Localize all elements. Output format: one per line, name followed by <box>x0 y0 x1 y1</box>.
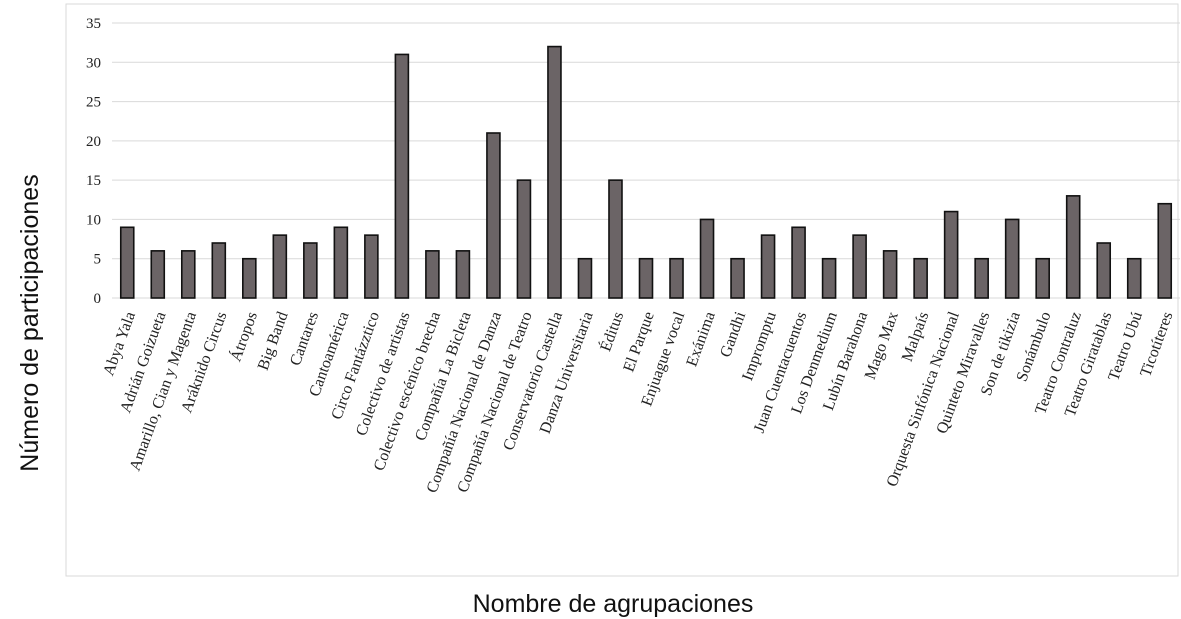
bar <box>303 242 318 299</box>
x-tick-label: Big Band <box>255 310 292 373</box>
bar <box>608 179 623 299</box>
bar <box>394 53 410 299</box>
x-tick-label: Malpaís <box>899 310 933 364</box>
bar <box>974 257 989 299</box>
y-tick-label: 25 <box>86 95 101 111</box>
x-tick-label: Éditus <box>595 309 627 354</box>
bar <box>852 234 867 299</box>
bar <box>333 226 349 299</box>
bar <box>577 257 593 299</box>
bar <box>1035 257 1050 299</box>
x-tick-label: Exánima <box>683 310 718 369</box>
bar <box>1004 218 1020 299</box>
bar <box>1157 202 1173 299</box>
bar <box>760 234 776 299</box>
bar <box>516 179 532 299</box>
bar <box>821 257 837 299</box>
y-tick-label: 30 <box>86 55 101 71</box>
bar <box>425 250 440 299</box>
y-axis-ticks: 0 5 10 15 20 25 30 35 <box>86 16 101 307</box>
y-tick-label: 5 <box>94 252 102 268</box>
bar <box>242 257 257 299</box>
y-tick-label: 10 <box>86 212 101 228</box>
bar <box>180 250 196 299</box>
x-axis-title: Nombre de agrupaciones <box>473 590 754 618</box>
bar <box>669 257 684 299</box>
y-axis-title: Número de participaciones <box>16 174 44 471</box>
bar <box>486 132 501 299</box>
bar <box>730 257 745 299</box>
bar <box>1065 195 1081 299</box>
bar <box>913 257 928 299</box>
x-tick-label: Gandhi <box>717 309 749 360</box>
bar <box>882 250 898 299</box>
bar <box>791 226 806 299</box>
bar <box>1096 242 1112 299</box>
bar <box>699 218 715 299</box>
y-tick-label: 15 <box>86 173 101 189</box>
bar <box>1126 257 1142 299</box>
chart-frame <box>65 3 1179 577</box>
bar <box>638 257 654 299</box>
y-tick-label: 0 <box>94 291 102 307</box>
bar <box>455 250 471 299</box>
bar <box>943 210 959 299</box>
x-tick-label: Cantares <box>287 310 322 368</box>
bar <box>364 234 379 299</box>
bar <box>150 250 166 299</box>
y-tick-label: 35 <box>86 16 101 32</box>
bar <box>211 242 227 299</box>
bar <box>119 226 135 299</box>
gridlines <box>112 22 1180 299</box>
x-tick-label: Átropos <box>226 309 261 364</box>
bars <box>119 45 1173 299</box>
bar <box>272 234 288 299</box>
y-tick-label: 20 <box>86 134 101 150</box>
bar <box>547 45 562 299</box>
